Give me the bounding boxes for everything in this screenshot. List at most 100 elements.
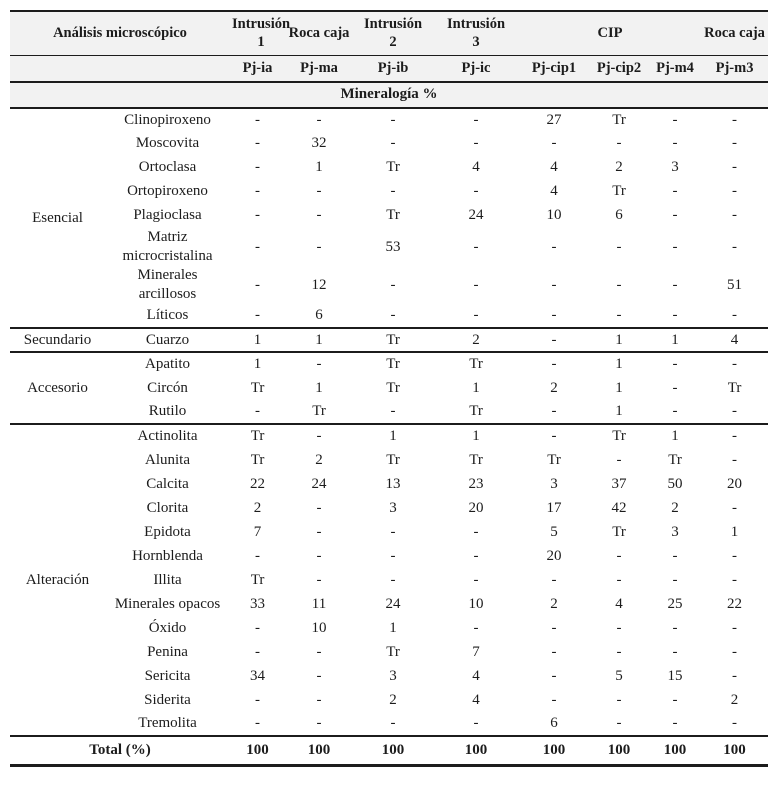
value-cell: -	[255, 691, 261, 708]
value-cell: -	[732, 135, 738, 152]
value-cell: -	[390, 276, 396, 293]
value-cell: -	[316, 715, 322, 732]
table-row: Accesorio Apatito 1 - Tr Tr - 1 - -	[10, 352, 769, 396]
value-cell: 4	[615, 595, 623, 612]
total-value-cell: 100	[607, 741, 631, 758]
value-cell: Tr	[469, 356, 483, 373]
value-cell: -	[732, 643, 738, 660]
mineral-name: Penina	[147, 643, 188, 660]
value-cell: -	[672, 238, 678, 255]
sample-id-pj-ma: Pj-ma	[285, 55, 354, 82]
value-cell: -	[732, 207, 738, 224]
value-cell: 4	[472, 667, 480, 684]
value-cell: 1	[615, 356, 623, 373]
value-cell: 1	[389, 428, 397, 445]
table-row: Epidota 7 - - - 5 Tr 3 1	[10, 520, 768, 544]
value-cell: 32	[311, 135, 327, 152]
table-row: Líticos - 6 - - - - - -	[10, 304, 768, 328]
total-value-cell: 100	[381, 741, 405, 758]
value-cell: -	[551, 331, 557, 348]
group-label-esencial: Esencial	[32, 209, 83, 226]
value-cell: 6	[315, 307, 323, 324]
value-cell: -	[316, 667, 322, 684]
value-cell: 42	[611, 499, 627, 516]
mineral-name: Ortoclasa	[138, 159, 197, 176]
value-cell: 4	[550, 159, 558, 176]
header-col-intrusion-1: Intrusión 1	[230, 11, 290, 55]
mineral-name: Actinolita	[137, 428, 198, 445]
value-cell: -	[551, 307, 557, 324]
mineral-name: Rutilo	[148, 403, 187, 420]
table-row: Siderita - - 2 4 - - - 2	[10, 688, 768, 712]
value-cell: -	[316, 111, 322, 128]
value-cell: 1	[615, 403, 623, 420]
header-col-roca-caja-2: Roca caja	[701, 11, 769, 55]
value-cell: -	[551, 619, 557, 636]
value-cell: 1	[730, 523, 739, 540]
value-cell: 24	[385, 595, 401, 612]
table-row: Alteración Actinolita Tr - 1 1 - Tr 1 -	[10, 424, 769, 588]
group-label-alteracion: Alteración	[25, 571, 90, 588]
table-row: Sericita 34-3 4-5 15-	[10, 664, 768, 688]
value-cell: -	[732, 356, 738, 373]
value-cell: -	[255, 135, 261, 152]
value-cell: 5	[615, 667, 623, 684]
value-cell: 24	[468, 207, 484, 224]
value-cell: -	[672, 207, 678, 224]
mineral-name: Matriz microcristalina	[122, 229, 213, 265]
header-row-band: Mineralogía %	[10, 82, 769, 108]
value-cell: 1	[472, 379, 480, 396]
value-cell: Tr	[547, 451, 561, 468]
value-cell: -	[473, 523, 479, 540]
total-label: Total (%)	[89, 741, 151, 758]
total-value-cell: 100	[663, 741, 687, 758]
header-col-roca-caja-2-label: Roca caja	[704, 25, 765, 42]
value-cell: 51	[727, 276, 743, 293]
table-body: Esencial Clinopiroxeno - - - -27 Tr - - Moscovita…	[10, 108, 769, 736]
sample-id-pj-ic: Pj-ic	[433, 55, 520, 82]
value-cell: -	[732, 183, 738, 200]
total-value-cell: 100	[246, 741, 269, 758]
value-cell: -	[316, 547, 322, 564]
header-col-roca-caja-1-label: Roca caja	[288, 25, 350, 42]
value-cell: -	[551, 691, 557, 708]
value-cell: Tr	[386, 331, 400, 348]
value-cell: -	[616, 619, 622, 636]
value-cell: -	[473, 715, 479, 732]
value-cell: -	[255, 403, 261, 420]
value-cell: -	[473, 307, 479, 324]
value-cell: 2	[550, 379, 558, 396]
value-cell: 2	[671, 499, 679, 516]
value-cell: 4	[472, 159, 480, 176]
value-cell: 1	[315, 159, 323, 176]
value-cell: -	[390, 715, 396, 732]
value-cell: Tr	[312, 403, 326, 420]
value-cell: -	[473, 571, 479, 588]
value-cell: -	[473, 547, 479, 564]
mineral-name: Calcita	[146, 475, 189, 492]
value-cell: -	[551, 403, 557, 420]
value-cell: 17	[546, 499, 562, 516]
value-cell: 7	[253, 523, 262, 540]
value-cell: -	[390, 403, 396, 420]
value-cell: -	[255, 307, 261, 324]
value-cell: -	[672, 571, 678, 588]
value-cell: -	[551, 643, 557, 660]
value-cell: 3	[389, 499, 397, 516]
value-cell: -	[473, 183, 479, 200]
value-cell: 11	[311, 595, 327, 612]
value-cell: -	[316, 643, 322, 660]
value-cell: -	[732, 238, 738, 255]
mineral-name: Cuarzo	[145, 331, 190, 348]
value-cell: 6	[615, 207, 623, 224]
sample-id-pj-ib: Pj-ib	[353, 55, 434, 82]
table-row: Matriz microcristalina - - 53 - - - - -	[10, 228, 768, 266]
mineral-name: Circón	[147, 379, 188, 396]
value-cell: Tr	[612, 183, 626, 200]
table-row: Óxido - 10 1 - - - - -	[10, 616, 768, 640]
value-cell: -	[255, 276, 261, 293]
value-cell: -	[473, 619, 479, 636]
value-cell: -	[616, 276, 622, 293]
value-cell: 53	[385, 238, 401, 255]
